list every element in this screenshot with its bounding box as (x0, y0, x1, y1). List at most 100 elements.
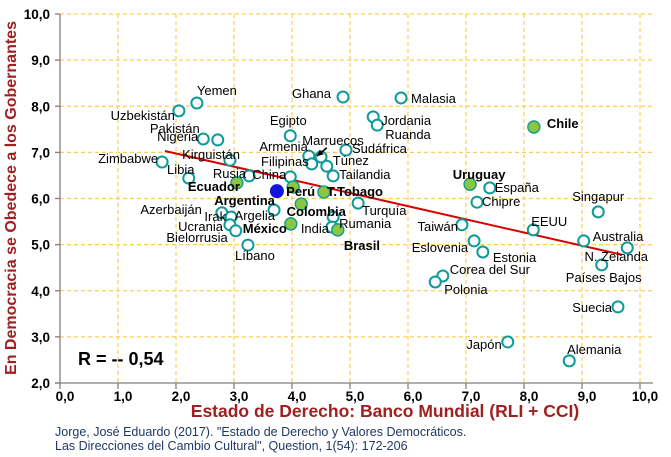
label-taiwan: Taiwán (417, 219, 457, 234)
point-filipinas (305, 157, 319, 171)
label-chipre: Chipre (482, 194, 520, 209)
point-espana (483, 181, 497, 195)
trend-line (164, 150, 623, 256)
y-tick-label: 2,0 (31, 376, 50, 391)
label-mexico: México (243, 221, 287, 236)
label-jordania: Jordania (381, 113, 432, 128)
label-zimbabwe: Zimbabwe (98, 151, 158, 166)
label-japon: Japón (466, 337, 501, 352)
label-polonia: Polonia (444, 282, 488, 297)
x-tick-label: 9,0 (578, 389, 597, 404)
point-bielorrusia (229, 224, 243, 238)
point-uzbekistan (172, 104, 186, 118)
point-australia (577, 234, 591, 248)
label-china: China (252, 167, 287, 182)
point-colombia (294, 197, 308, 211)
label-espana: España (495, 180, 540, 195)
point-tunez (320, 159, 334, 173)
point-egipto (283, 129, 297, 143)
label-tailandia: Tailandia (339, 167, 391, 182)
label-ucrania: Ucrania (178, 219, 224, 234)
point-japon (501, 335, 515, 349)
point-taiwan (455, 218, 469, 232)
point-eeuu (526, 223, 540, 237)
point-alemania (562, 354, 576, 368)
label-estonia: Estonia (493, 250, 537, 265)
label-turquia: Turquía (362, 203, 407, 218)
x-tick-label: 10,0 (632, 389, 658, 404)
point-labels: Yemen Uzbekistán Ghana Malasia NigeriaPakist… (98, 83, 649, 357)
label-colombia: Colombia (287, 204, 347, 219)
point-ruanda (370, 118, 384, 132)
marruecos-arrow-head (316, 149, 324, 157)
x-tick-label: 5,0 (346, 389, 365, 404)
point-zimbabwe (155, 155, 169, 169)
label-rumania: Rumania (339, 216, 392, 231)
label-argelia: Argelia (235, 208, 276, 223)
label-marruecos: Marruecos (302, 133, 364, 148)
x-tick-label: 1,0 (114, 389, 133, 404)
label-bielorrusia: Bielorrusia (166, 230, 228, 245)
point-chile (527, 120, 541, 134)
point-paises-bajos (595, 258, 609, 272)
point-uruguay (463, 177, 477, 191)
point-t-tobago (317, 185, 331, 199)
caption-line-2: Las Direcciones del Cambio Cultural", Qu… (55, 439, 408, 453)
label-argentina: Argentina (214, 193, 275, 208)
point-suecia (611, 300, 625, 314)
point-argentina (269, 184, 284, 199)
label-uruguay: Uruguay (453, 167, 507, 182)
caption-line-1: Jorge, José Eduardo (2017). "Estado de D… (55, 425, 466, 439)
label-peru: Perú (286, 184, 315, 199)
x-axis-title: Estado de Derecho: Banco Mundial (RLI + … (191, 401, 579, 421)
y-tick-label: 5,0 (31, 238, 50, 253)
label-libia: Libia (167, 162, 195, 177)
point-singapur (591, 205, 605, 219)
label-corea-del-sur: Corea del Sur (450, 262, 531, 277)
y-tick-label: 8,0 (31, 99, 50, 114)
label-filipinas: Filipinas (261, 154, 309, 169)
y-tick-label: 3,0 (31, 330, 50, 345)
point-n-zelanda (620, 241, 634, 255)
label-libano: Líbano (235, 248, 275, 263)
trend-line-layer (164, 150, 623, 256)
data-points (155, 90, 634, 368)
label-uzbekistan: Uzbekistán (111, 108, 175, 123)
point-polonia (428, 275, 442, 289)
axes: 2,0 3,0 4,0 5,0 6,0 7,0 8,0 9,0 10,0 0,0 1,0 2,0 3,0… (24, 7, 658, 404)
label-kirguistan: Kirguistán (182, 147, 240, 162)
label-yemen: Yemen (197, 83, 237, 98)
label-irak: Irak (204, 209, 226, 224)
label-malasia: Malasia (411, 91, 457, 106)
x-tick-label: 7,0 (462, 389, 481, 404)
point-ecuador (230, 176, 244, 190)
annotation-arrow-layer (316, 147, 328, 157)
label-brasil: Brasil (344, 238, 380, 253)
label-australia: Australia (593, 229, 644, 244)
label-t-tobago: T.Tobago (327, 184, 383, 199)
label-singapur: Singapur (572, 189, 625, 204)
correlation-coefficient-label: R = -- 0,54 (78, 349, 164, 369)
label-paises-bajos: Países Bajos (566, 270, 642, 285)
point-libia (182, 171, 196, 185)
label-ruanda: Ruanda (385, 127, 431, 142)
label-tunez: Túnez (333, 153, 369, 168)
point-peru (286, 180, 300, 194)
label-sudafrica: Sudáfrica (352, 141, 408, 156)
label-ghana: Ghana (292, 86, 332, 101)
label-egipto: Egipto (270, 113, 307, 128)
x-tick-label: 0,0 (56, 389, 75, 404)
x-tick-label: 3,0 (230, 389, 249, 404)
label-chile: Chile (547, 116, 579, 131)
y-tick-label: 7,0 (31, 145, 50, 160)
point-ghana (336, 90, 350, 104)
x-tick-label: 6,0 (404, 389, 423, 404)
label-alemania: Alemania (567, 342, 622, 357)
label-azerbaijan: Azerbaiján (140, 202, 201, 217)
x-tick-label: 2,0 (172, 389, 191, 404)
x-tick-label: 8,0 (520, 389, 539, 404)
point-rusia (242, 169, 256, 183)
y-tick-label: 6,0 (31, 192, 50, 207)
